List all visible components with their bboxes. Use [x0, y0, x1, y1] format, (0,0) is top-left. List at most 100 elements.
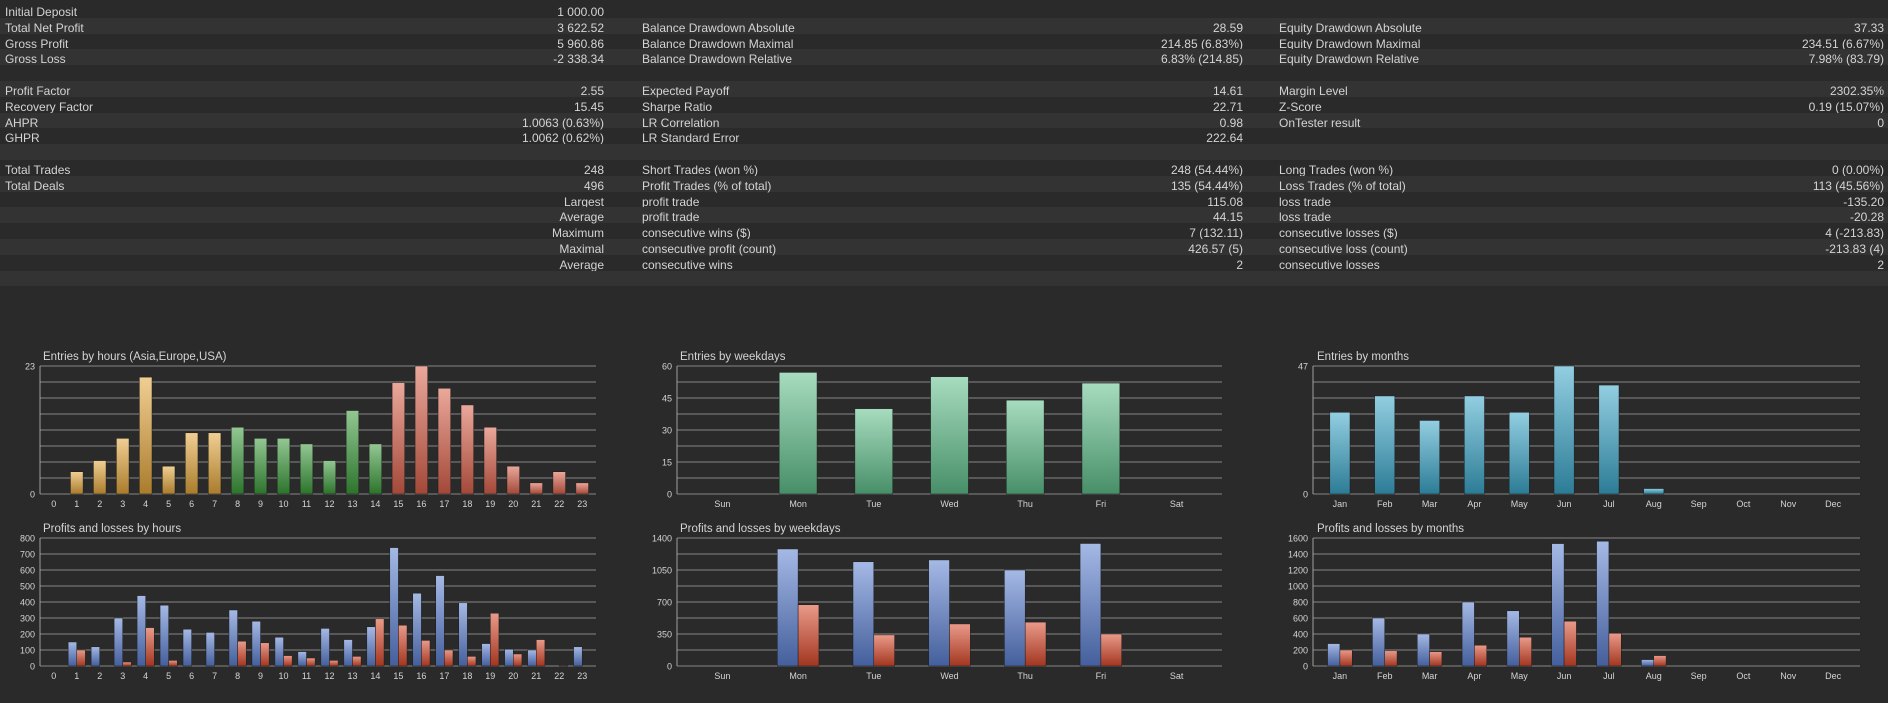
y-tick-label: 0 [667, 490, 672, 500]
profit-bar [1551, 543, 1565, 667]
loss-bar [1024, 621, 1047, 667]
y-tick-label: 0 [1303, 490, 1308, 500]
stat-label: consecutive losses [1279, 257, 1380, 272]
report-row: Maximum consecutive wins ($) 7 (132.11) con… [0, 223, 1888, 240]
stat-label: Expected Payoff [642, 84, 730, 98]
x-tick-label: Sun [714, 671, 730, 681]
stat-value: 426.57 (5) [1188, 242, 1243, 256]
x-tick-label: Mon [789, 671, 807, 681]
stat-label: Total Deals [5, 178, 65, 193]
x-tick-label: Thu [1017, 671, 1033, 681]
profit-bar [852, 561, 875, 667]
stat-value: 2 [1877, 257, 1884, 272]
y-tick-label: 47 [1298, 362, 1308, 372]
bar [460, 404, 474, 495]
stat-value: 222.64 [1206, 131, 1243, 146]
stat-label: profit trade [642, 210, 700, 225]
stat-label: Sharpe Ratio [642, 99, 713, 114]
stat-value: 113 (45.56%) [1812, 178, 1884, 193]
y-tick-label: 400 [20, 598, 35, 608]
stat-label: Gross Loss [5, 52, 66, 67]
bar [299, 443, 314, 495]
bar [1464, 395, 1485, 495]
loss-bar [329, 660, 339, 667]
profit-bar [90, 646, 100, 667]
bar [1374, 395, 1396, 495]
stat-value: -135.20 [1843, 194, 1884, 209]
stat-value: 44.15 [1212, 210, 1243, 225]
profit-bar [1004, 569, 1026, 667]
loss-bar [1474, 644, 1487, 667]
bar [345, 410, 360, 495]
chart-title: Entries by hours (Asia,Europe,USA) [43, 351, 227, 363]
profit-bar [251, 620, 261, 667]
profit-bar [1327, 643, 1341, 667]
stat-label: consecutive wins [642, 257, 733, 272]
x-tick-label: Mon [789, 499, 807, 509]
chart-title: Profits and losses by months [1317, 523, 1464, 535]
report-row: Total Deals 496 Profit Trades (% of total)… [0, 175, 1888, 193]
stat-value: 0 (0.00%) [1831, 163, 1884, 177]
chart-title: Profits and losses by weekdays [680, 523, 841, 535]
x-tick-label: 0 [51, 671, 56, 681]
x-tick-label: 9 [258, 499, 263, 509]
x-tick-label: 18 [462, 671, 472, 681]
x-tick-label: 13 [347, 499, 357, 509]
stat-value: 234.51 (6.67%) [1801, 36, 1884, 51]
bar [483, 426, 497, 495]
loss-bar [375, 618, 385, 667]
x-tick-label: 3 [120, 671, 125, 681]
stat-label: Total Net Profit [5, 20, 84, 35]
x-tick-label: Feb [1377, 499, 1393, 509]
loss-bar [797, 604, 820, 667]
x-tick-label: 11 [302, 671, 311, 681]
bar [368, 443, 383, 495]
y-tick-label: 30 [662, 426, 672, 436]
stat-value: 0.98 [1219, 115, 1243, 130]
profit-bar [1416, 633, 1430, 667]
y-tick-label: 1400 [652, 534, 672, 544]
profit-bar [1461, 601, 1475, 667]
y-tick-label: 100 [20, 646, 35, 656]
profit-bar [481, 643, 491, 667]
profit-bar [297, 651, 307, 667]
report-row: Total Net Profit 3 622.52 Balance Drawdown… [0, 17, 1888, 35]
bar [208, 432, 222, 495]
bar [1081, 382, 1121, 495]
x-tick-label: Fri [1096, 671, 1107, 681]
stat-value: -2 338.34 [553, 52, 604, 67]
x-tick-label: 5 [166, 499, 171, 509]
x-tick-label: Jul [1603, 671, 1615, 681]
loss-bar [398, 624, 408, 667]
stat-value: Average [559, 257, 604, 272]
profit-bar [136, 595, 146, 667]
stat-label: profit trade [642, 194, 700, 209]
stat-label: loss trade [1279, 210, 1332, 225]
x-tick-label: Jun [1557, 499, 1572, 509]
bar [322, 460, 337, 495]
stat-value: 1.0062 (0.62%) [521, 131, 604, 146]
stat-label: Z-Score [1279, 99, 1322, 114]
x-tick-label: Sep [1691, 499, 1707, 509]
x-tick-label: 21 [531, 499, 541, 509]
stat-value: 1.0063 (0.63%) [521, 115, 604, 130]
x-tick-label: 17 [439, 671, 449, 681]
report-row [0, 270, 1888, 287]
stat-label: LR Correlation [642, 115, 720, 130]
report-row: Gross Loss -2 338.34 Balance Drawdown Rela… [0, 49, 1888, 67]
stat-value: Maximal [559, 242, 604, 256]
stat-label: Profit Factor [5, 84, 71, 98]
x-tick-label: 21 [531, 671, 541, 681]
profit-bar [928, 559, 950, 667]
x-tick-label: 22 [554, 671, 564, 681]
profit-bar [205, 632, 215, 667]
stat-value: 3 622.52 [557, 20, 604, 35]
stat-value: 496 [583, 178, 604, 193]
x-tick-label: 16 [416, 499, 426, 509]
x-tick-label: 7 [212, 499, 217, 509]
y-tick-label: 1000 [1288, 582, 1308, 592]
loss-bar [76, 649, 86, 667]
loss-bar [536, 639, 546, 667]
y-tick-label: 200 [1293, 646, 1308, 656]
y-tick-label: 600 [20, 566, 35, 576]
